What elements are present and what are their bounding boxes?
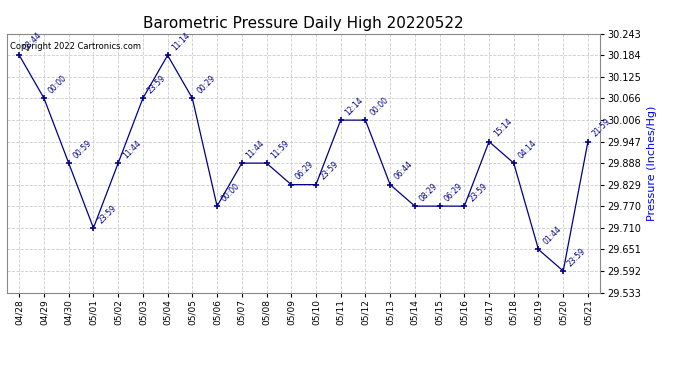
Text: 23:59: 23:59 xyxy=(146,74,168,96)
Text: 04:14: 04:14 xyxy=(517,138,538,160)
Text: 00:29: 00:29 xyxy=(195,74,217,96)
Text: 12:14: 12:14 xyxy=(344,96,365,117)
Title: Barometric Pressure Daily High 20220522: Barometric Pressure Daily High 20220522 xyxy=(144,16,464,31)
Text: 00:00: 00:00 xyxy=(220,182,242,203)
Text: 23:59: 23:59 xyxy=(467,182,489,203)
Text: 11:14: 11:14 xyxy=(170,31,192,52)
Text: 15:14: 15:14 xyxy=(492,117,513,139)
Text: 11:44: 11:44 xyxy=(244,139,266,160)
Text: 06:29: 06:29 xyxy=(294,160,316,182)
Text: 06:29: 06:29 xyxy=(442,182,464,203)
Text: 23:59: 23:59 xyxy=(319,160,341,182)
Y-axis label: Pressure (Inches/Hg): Pressure (Inches/Hg) xyxy=(647,105,657,221)
Text: 11:44: 11:44 xyxy=(121,139,143,160)
Text: 23:59: 23:59 xyxy=(96,203,118,225)
Text: 00:00: 00:00 xyxy=(368,95,390,117)
Text: Copyright 2022 Cartronics.com: Copyright 2022 Cartronics.com xyxy=(10,42,141,51)
Text: 23:59: 23:59 xyxy=(566,246,588,268)
Text: 01:44: 01:44 xyxy=(541,225,563,247)
Text: 00:00: 00:00 xyxy=(47,74,69,96)
Text: 08:29: 08:29 xyxy=(417,182,440,203)
Text: 21:59: 21:59 xyxy=(591,117,613,139)
Text: 00:59: 00:59 xyxy=(72,138,93,160)
Text: 11:59: 11:59 xyxy=(269,139,291,160)
Text: 06:44: 06:44 xyxy=(393,160,415,182)
Text: 08:44: 08:44 xyxy=(22,31,44,52)
